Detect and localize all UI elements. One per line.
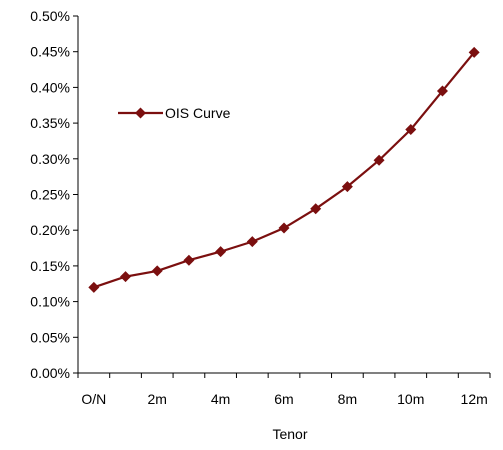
data-point: [310, 203, 322, 215]
y-tick-label: 0.25%: [30, 187, 70, 203]
y-tick-label: 0.45%: [30, 44, 70, 60]
x-tick-label: 6m: [274, 391, 293, 407]
data-point: [246, 236, 258, 248]
data-point: [278, 222, 290, 234]
x-axis-title: Tenor: [272, 426, 307, 442]
data-point: [468, 46, 480, 58]
x-tick-label: 2m: [148, 391, 167, 407]
y-tick-label: 0.05%: [30, 329, 70, 345]
axes: 0.00% 0.05% 0.10% 0.15% 0.20% 0.25% 0.30% 0.35%…: [30, 8, 491, 407]
legend: OIS Curve: [118, 105, 231, 121]
data-point: [405, 124, 417, 136]
data-point: [120, 271, 132, 283]
y-tick-label: 0.30%: [30, 151, 70, 167]
y-tick-label: 0.35%: [30, 115, 70, 131]
data-point: [373, 154, 385, 166]
ois-curve-line: [93, 51, 476, 289]
x-tick-label: 4m: [211, 391, 230, 407]
data-point: [341, 181, 353, 193]
x-tick-label: O/N: [81, 391, 106, 407]
x-tick-label: 12m: [461, 391, 488, 407]
series-layer: [88, 46, 480, 293]
y-tick-label: 0.50%: [30, 8, 70, 24]
y-tick-label: 0.20%: [30, 222, 70, 238]
y-tick-label: 0.40%: [30, 79, 70, 95]
y-tick-label: 0.00%: [30, 365, 70, 381]
y-tick-label: 0.10%: [30, 294, 70, 310]
y-tick-label: 0.15%: [30, 258, 70, 274]
x-tick-label: 10m: [397, 391, 424, 407]
data-point: [151, 265, 163, 277]
data-point: [88, 281, 100, 293]
legend-marker: [135, 107, 146, 119]
legend-label: OIS Curve: [165, 105, 231, 121]
data-point: [215, 246, 227, 258]
data-point: [183, 254, 195, 266]
x-tick-label: 8m: [338, 391, 357, 407]
data-point: [436, 85, 448, 97]
